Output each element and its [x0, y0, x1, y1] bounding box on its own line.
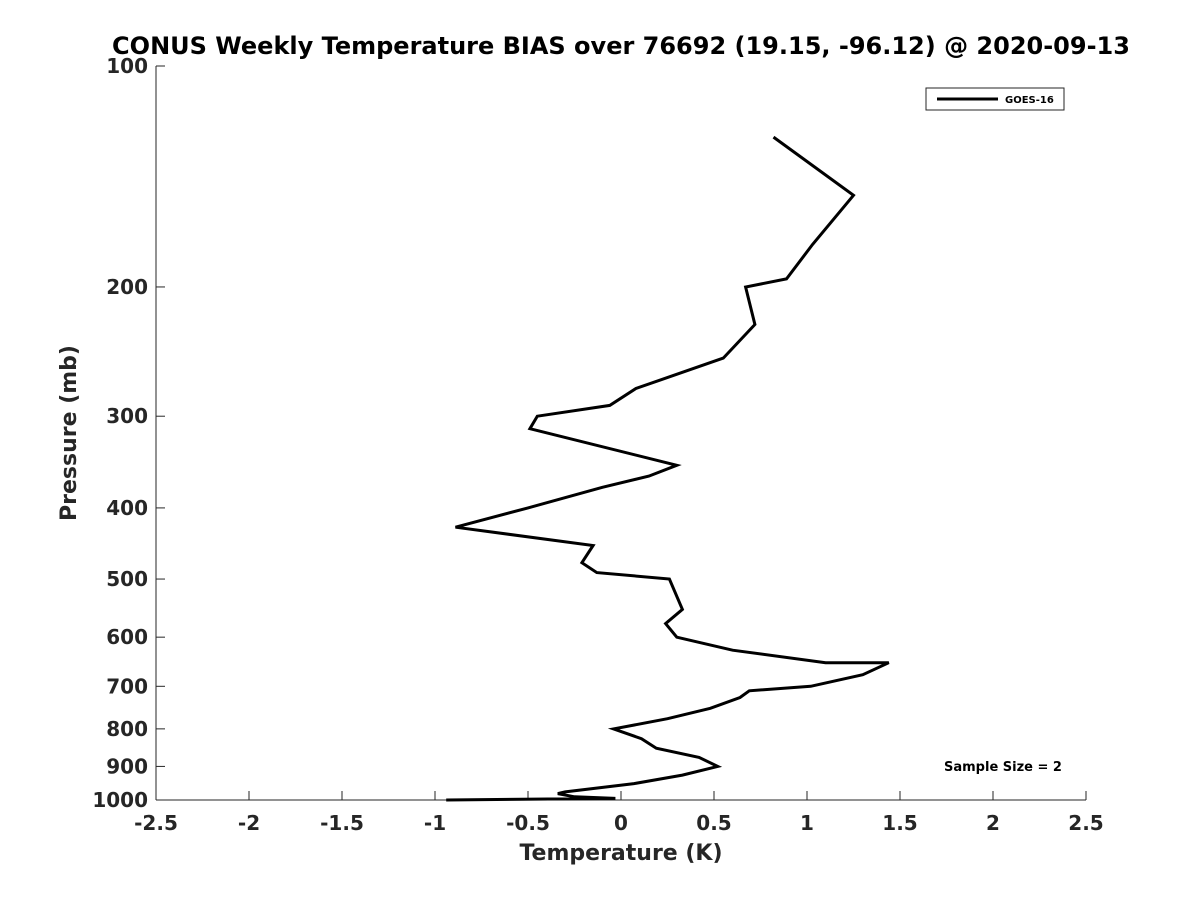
y-tick-label: 1000 — [92, 788, 148, 812]
sample-size-annotation: Sample Size = 2 — [944, 760, 1062, 775]
x-tick-label: 1 — [800, 811, 814, 835]
y-tick-label: 700 — [106, 674, 148, 698]
x-tick-label: 2.5 — [1068, 811, 1103, 835]
legend-label: GOES-16 — [1005, 95, 1054, 106]
x-axis-label: Temperature (K) — [519, 841, 722, 866]
y-tick-label: 300 — [106, 404, 148, 428]
y-tick-group: 100 200 300 400 500 600 700 800 900 1000 — [92, 54, 165, 812]
x-tick-label: 0.5 — [696, 811, 731, 835]
series-line-goes-16 — [446, 135, 890, 802]
x-tick-label: -1 — [424, 811, 446, 835]
x-tick-label: 2 — [986, 811, 1000, 835]
x-tick-label: 1.5 — [882, 811, 917, 835]
legend: GOES-16 — [925, 87, 1065, 111]
chart-title: CONUS Weekly Temperature BIAS over 76692… — [112, 32, 1130, 60]
series-layer — [446, 135, 890, 802]
x-tick-label: -2 — [238, 811, 260, 835]
x-tick-label: -2.5 — [134, 811, 178, 835]
y-tick-label: 900 — [106, 754, 148, 778]
y-tick-label: 100 — [106, 54, 148, 78]
y-tick-label: 800 — [106, 717, 148, 741]
x-tick-label: -0.5 — [506, 811, 550, 835]
y-tick-label: 500 — [106, 567, 148, 591]
x-tick-group: -2.5 -2 -1.5 -1 -0.5 0 0.5 1 1.5 2 2.5 — [134, 791, 1104, 835]
y-axis-label: Pressure (mb) — [57, 345, 82, 521]
y-tick-label: 200 — [106, 275, 148, 299]
y-tick-label: 600 — [106, 625, 148, 649]
x-tick-label: -1.5 — [320, 811, 364, 835]
x-tick-label: 0 — [614, 811, 628, 835]
y-tick-label: 400 — [106, 496, 148, 520]
